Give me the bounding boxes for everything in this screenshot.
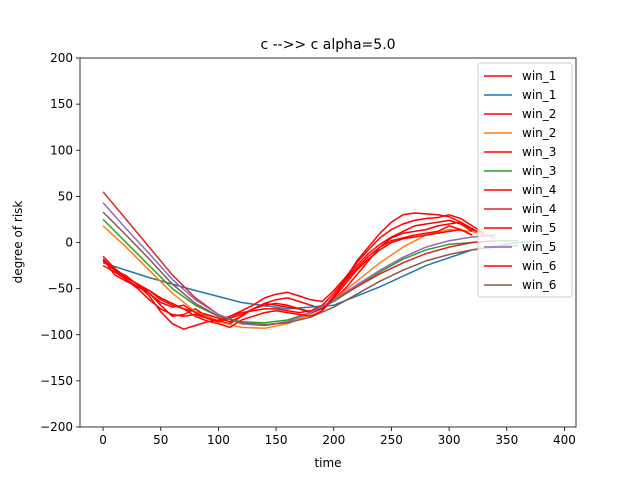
legend-label: win_4 <box>522 202 556 216</box>
series-line-10 <box>102 202 496 327</box>
legend-label: win_4 <box>522 183 556 197</box>
y-tick-label: 200 <box>50 51 73 65</box>
y-tick-label: 0 <box>65 236 73 250</box>
legend-label: win_3 <box>522 145 556 159</box>
y-tick-label: 150 <box>50 97 73 111</box>
series-line-1 <box>102 212 485 325</box>
series-line-3 <box>102 221 485 323</box>
x-tick-label: 300 <box>438 433 461 447</box>
legend-label: win_1 <box>522 88 556 102</box>
axes: 0 50 100 150 200 250 300 350 400 −200 −150 −100 −50 0… <box>40 51 577 447</box>
x-tick-label: 200 <box>322 433 345 447</box>
legend-label: win_2 <box>522 126 556 140</box>
y-tick-label: 100 <box>50 143 73 157</box>
x-tick-label: 350 <box>495 433 518 447</box>
legend-label: win_5 <box>522 240 556 254</box>
chart-title: c -->> c alpha=5.0 <box>260 37 395 53</box>
legend-label: win_3 <box>522 164 556 178</box>
x-tick-label: 50 <box>153 433 168 447</box>
legend-label: win_6 <box>522 259 556 273</box>
y-tick-label: −100 <box>40 328 73 342</box>
series-line-12 <box>102 211 519 326</box>
legend: win_1 win_1 win_2 win_2 win_3 win_3 win_4 win_4… <box>477 62 573 298</box>
legend-label: win_2 <box>522 107 556 121</box>
y-tick-label: −50 <box>48 282 73 296</box>
plot-area <box>102 191 542 330</box>
x-axis-label: time <box>314 456 341 470</box>
legend-label: win_6 <box>522 278 556 292</box>
x-tick-label: 150 <box>265 433 288 447</box>
x-tick-label: 100 <box>207 433 230 447</box>
x-tick-label: 0 <box>99 433 107 447</box>
legend-label: win_5 <box>522 221 556 235</box>
y-axis-label: degree of risk <box>11 201 25 284</box>
x-tick-label: 400 <box>553 433 576 447</box>
series-line-7 <box>102 225 473 323</box>
series-line-9 <box>102 219 473 330</box>
y-tick-label: 50 <box>58 189 73 203</box>
legend-box <box>477 62 573 298</box>
series-line-11 <box>102 228 473 329</box>
x-tick-label: 250 <box>380 433 403 447</box>
legend-label: win_1 <box>522 69 556 83</box>
y-tick-label: −150 <box>40 374 73 388</box>
y-tick-label: −200 <box>40 420 73 434</box>
series-line-5 <box>102 214 485 323</box>
